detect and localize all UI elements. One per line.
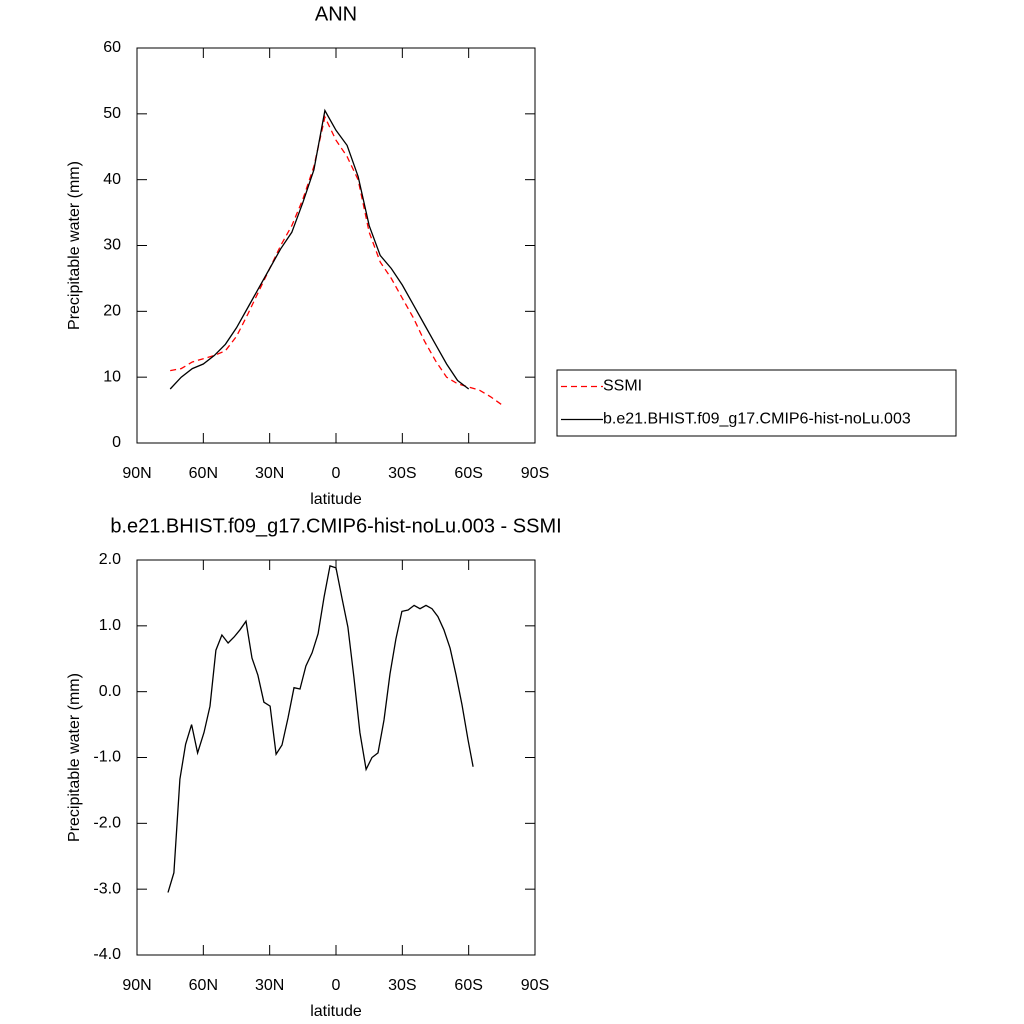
plot-frame — [136, 47, 536, 444]
legend-label: SSMI — [603, 378, 642, 395]
legend-label: b.e21.BHIST.f09_g17.CMIP6-hist-noLu.003 — [603, 411, 911, 428]
x-tick-label: 30S — [388, 977, 416, 994]
x-tick-label: 90N — [122, 977, 151, 994]
y-tick-label: 1.0 — [99, 617, 121, 634]
x-tick-label: 60N — [189, 977, 218, 994]
data-line — [167, 565, 474, 893]
y-tick-label: -1.0 — [93, 749, 121, 766]
x-tick-label: 30N — [255, 977, 284, 994]
y-tick-label: -4.0 — [93, 946, 121, 963]
y-tick-label: 60 — [103, 39, 121, 56]
x-tick-label: 90S — [521, 465, 549, 482]
x-axis-label: latitude — [310, 491, 362, 508]
data-line — [169, 108, 470, 390]
y-tick-label: 20 — [103, 303, 121, 320]
x-tick-label: 0 — [332, 977, 341, 994]
x-tick-label: 60N — [189, 465, 218, 482]
chart-title: b.e21.BHIST.f09_g17.CMIP6-hist-noLu.003 … — [110, 515, 561, 537]
x-tick-label: 0 — [332, 465, 341, 482]
y-tick-label: -2.0 — [93, 815, 121, 832]
x-tick-label: 90S — [521, 977, 549, 994]
y-axis-label: Precipitable water (mm) — [66, 673, 83, 842]
x-tick-label: 30N — [255, 465, 284, 482]
x-tick-label: 60S — [454, 465, 482, 482]
x-tick-label: 30S — [388, 465, 416, 482]
plot-frame — [136, 559, 536, 956]
y-tick-label: 40 — [103, 171, 121, 188]
x-tick-label: 60S — [454, 977, 482, 994]
y-tick-label: 30 — [103, 237, 121, 254]
y-tick-label: 50 — [103, 105, 121, 122]
x-tick-label: 90N — [122, 465, 151, 482]
y-tick-label: 10 — [103, 368, 121, 385]
y-tick-label: 0.0 — [99, 683, 121, 700]
y-tick-label: 0 — [112, 434, 121, 451]
y-axis-label: Precipitable water (mm) — [66, 161, 83, 330]
y-tick-label: 2.0 — [99, 551, 121, 568]
x-axis-label: latitude — [310, 1003, 362, 1020]
chart-title: ANN — [315, 3, 357, 25]
legend-box — [556, 369, 957, 437]
data-line — [170, 115, 503, 406]
y-tick-label: -3.0 — [93, 880, 121, 897]
